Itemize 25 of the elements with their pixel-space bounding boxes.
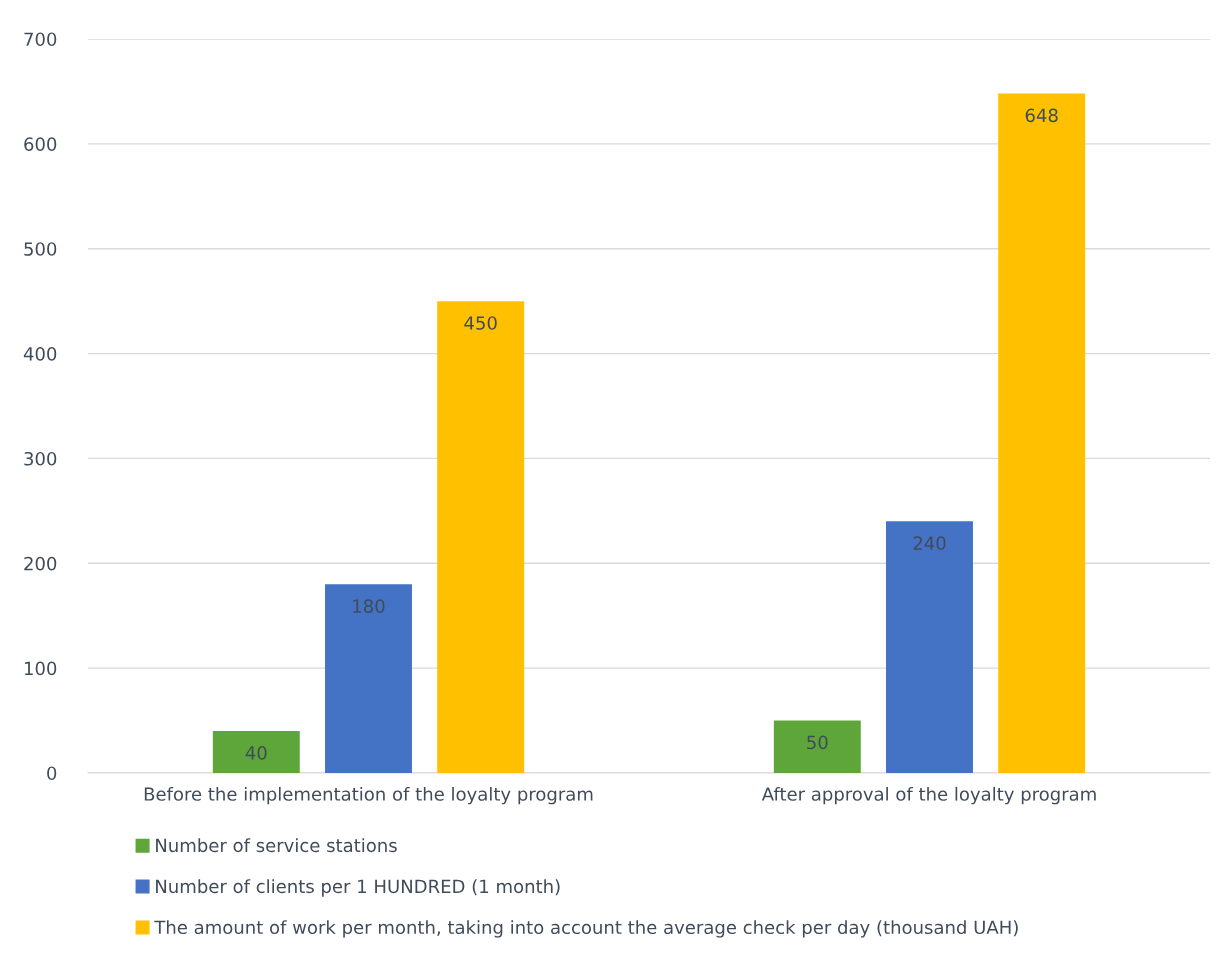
data-label: 180 (353, 599, 385, 613)
x-tick-label: After approval of the loyalty program (761, 786, 1096, 805)
y-tick-label: 400 (23, 347, 57, 361)
y-tick-label: 700 (24, 32, 57, 47)
bar (998, 93, 1086, 773)
y-tick-label: 300 (24, 451, 57, 466)
data-label: 240 (913, 536, 946, 550)
bar (886, 521, 973, 773)
data-label: 40 (245, 746, 267, 760)
data-label: 450 (464, 316, 497, 330)
legend-label: Number of service stations (156, 838, 397, 853)
y-tick-label: 100 (24, 661, 57, 676)
y-tick-label: 600 (24, 137, 57, 151)
bar (773, 720, 861, 773)
bar (212, 731, 300, 773)
y-tick-label: 200 (24, 556, 57, 571)
legend-label: The amount of work per month, taking into account the average check per day (thousand UAH) (154, 920, 1018, 938)
bar (437, 301, 525, 773)
legend-label: Number of clients per 1 HUNDRED (1 month) (156, 879, 560, 897)
data-label: 648 (1025, 108, 1058, 123)
data-label: 50 (807, 735, 828, 750)
y-tick-label: 0 (47, 766, 57, 781)
y-tick-label: 500 (24, 242, 57, 256)
x-tick-label: Before the implementation of the loyalty program (144, 786, 593, 805)
bar (325, 584, 412, 773)
